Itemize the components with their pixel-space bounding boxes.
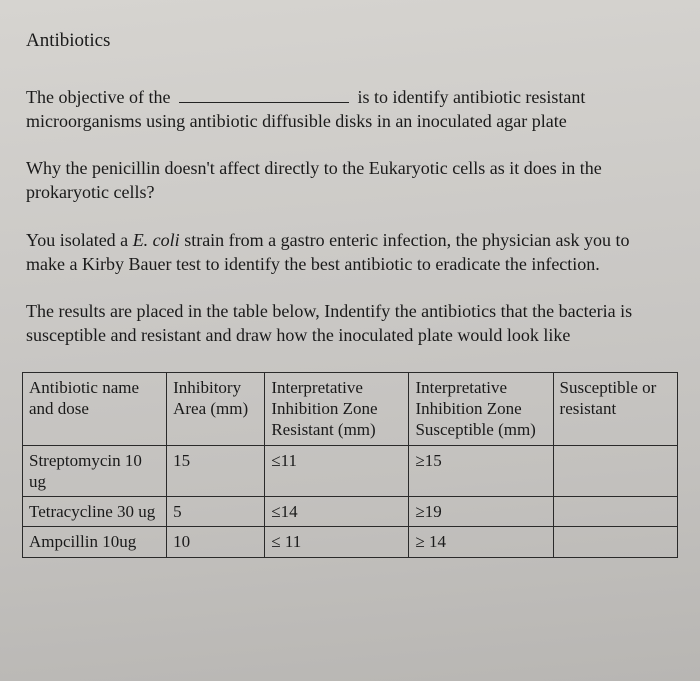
cell-resistant: ≤11: [265, 445, 409, 497]
results-table: Antibiotic name and dose Inhibitory Area…: [22, 372, 678, 558]
cell-susceptible: ≥15: [409, 445, 553, 497]
paragraph-ecoli: You isolated a E. coli strain from a gas…: [26, 229, 670, 277]
cell-area: 15: [167, 445, 265, 497]
page-title: Antibiotics: [26, 28, 678, 53]
cell-name: Ampcillin 10ug: [23, 527, 167, 557]
col-susceptible-zone: Interpretative Inhibition Zone Susceptib…: [409, 372, 553, 445]
p3-em: E. coli: [133, 230, 180, 250]
paragraph-penicillin: Why the penicillin doesn't affect direct…: [26, 157, 670, 205]
table-header-row: Antibiotic name and dose Inhibitory Area…: [23, 372, 678, 445]
worksheet-page: Antibiotics The objective of the is to i…: [0, 0, 700, 681]
cell-susceptible: ≥19: [409, 497, 553, 527]
cell-name: Tetracycline 30 ug: [23, 497, 167, 527]
table-row: Streptomycin 10 ug 15 ≤11 ≥15: [23, 445, 678, 497]
col-inhibitory-area: Inhibitory Area (mm): [167, 372, 265, 445]
p1-pre: The objective of the: [26, 87, 170, 107]
col-antibiotic: Antibiotic name and dose: [23, 372, 167, 445]
fill-blank[interactable]: [179, 83, 349, 103]
cell-result[interactable]: [553, 527, 677, 557]
cell-resistant: ≤14: [265, 497, 409, 527]
p3-pre: You isolated a: [26, 230, 133, 250]
col-resistant-zone: Interpretative Inhibition Zone Resistant…: [265, 372, 409, 445]
table-row: Tetracycline 30 ug 5 ≤14 ≥19: [23, 497, 678, 527]
cell-result[interactable]: [553, 497, 677, 527]
col-susc-or-resist: Susceptible or resistant: [553, 372, 677, 445]
cell-area: 5: [167, 497, 265, 527]
cell-result[interactable]: [553, 445, 677, 497]
cell-susceptible: ≥ 14: [409, 527, 553, 557]
table-row: Ampcillin 10ug 10 ≤ 11 ≥ 14: [23, 527, 678, 557]
cell-name: Streptomycin 10 ug: [23, 445, 167, 497]
paragraph-results: The results are placed in the table belo…: [26, 300, 670, 348]
paragraph-objective: The objective of the is to identify anti…: [26, 83, 670, 133]
cell-resistant: ≤ 11: [265, 527, 409, 557]
cell-area: 10: [167, 527, 265, 557]
